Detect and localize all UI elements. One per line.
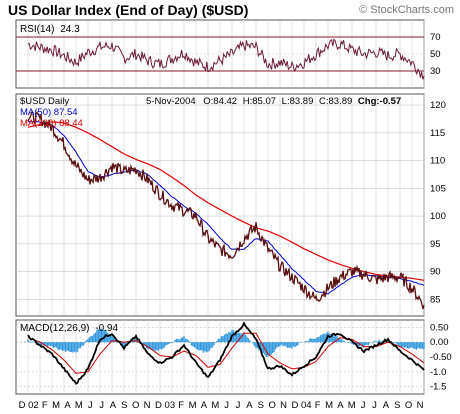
- macd-grid: [16, 320, 425, 394]
- price-tick-label: 100: [430, 211, 446, 222]
- legend-price: $USD Daily: [20, 96, 69, 107]
- rsi-tick-label: 30: [430, 66, 441, 77]
- x-tick-label: J: [361, 400, 366, 411]
- x-tick-label: F: [178, 400, 184, 411]
- macd-label: MACD(12,26,9) -0.94: [20, 323, 118, 334]
- price-tick-label: 90: [430, 267, 441, 278]
- price-tick-label: 110: [430, 156, 445, 167]
- x-tick-label: A: [64, 400, 71, 411]
- macd-tick-label: 0.50: [430, 322, 449, 333]
- macd-panel: MACD(12,26,9) -0.94 0.50 0.00 -0.50 -1.0 -1.…: [15, 319, 452, 395]
- x-tick-label: D: [291, 400, 298, 411]
- macd-tick-label: 0.00: [430, 337, 449, 348]
- rsi-tick-label: 50: [430, 49, 441, 60]
- chart-title: US Dollar Index (End of Day) ($USD): [8, 2, 249, 18]
- x-tick-label: J: [88, 400, 93, 411]
- x-tick-label: M: [211, 400, 219, 411]
- x-tick-label: O: [405, 400, 412, 411]
- price-tick-label: 115: [430, 128, 445, 139]
- x-tick-label: 04: [301, 400, 312, 411]
- x-tick-label: 02: [28, 400, 39, 411]
- x-tick-label: M: [189, 400, 197, 411]
- macd-line: [27, 321, 425, 385]
- x-tick-label: M: [348, 400, 356, 411]
- macd-tick-label: -0.50: [430, 352, 452, 363]
- x-tick-label: M: [325, 400, 333, 411]
- x-tick-label: F: [42, 400, 48, 411]
- x-tick-label: O: [268, 400, 275, 411]
- credit-text: © StockCharts.com: [359, 4, 454, 16]
- x-tick-label: N: [280, 400, 287, 411]
- x-tick-label: J: [99, 400, 104, 411]
- x-tick-label: S: [258, 400, 264, 411]
- x-tick-label: S: [394, 400, 400, 411]
- rsi-tick-label: 70: [430, 32, 441, 43]
- x-tick-label: M: [52, 400, 60, 411]
- x-tick-label: F: [315, 400, 321, 411]
- price-info: 5-Nov-2004 O:84.42 H:85.07 L:83.89 C:83.…: [146, 96, 401, 107]
- legend-ma50: MA(50) 87.54: [20, 107, 78, 118]
- rsi-panel: RSI(14) 24.3 30 50 70: [15, 19, 441, 89]
- x-tick-label: A: [110, 400, 117, 411]
- rsi-label: RSI(14) 24.3: [20, 24, 80, 35]
- x-tick-label: A: [383, 400, 390, 411]
- x-tick-label: N: [144, 400, 151, 411]
- x-tick-label: J: [236, 400, 241, 411]
- x-tick-label: D: [19, 400, 26, 411]
- x-tick-label: A: [246, 400, 253, 411]
- price-panel: 85 90 95 100 105 110 115 120 $USD Daily MA(50) …: [15, 93, 446, 317]
- x-tick-label: 03: [165, 400, 176, 411]
- price-tick-labels: 85 90 95 100 105 110 115 120: [430, 100, 446, 305]
- signal-line: [27, 332, 425, 374]
- price-tick-label: 105: [430, 183, 446, 194]
- x-tick-label: N: [417, 400, 424, 411]
- price-line: [27, 110, 425, 310]
- macd-tick-label: -1.5: [430, 382, 446, 393]
- price-tick-label: 95: [430, 239, 441, 250]
- macd-tick-label: -1.0: [430, 367, 446, 378]
- x-tick-label: A: [201, 400, 208, 411]
- x-tick-label: M: [75, 400, 83, 411]
- price-tick-label: 85: [430, 294, 441, 305]
- x-tick-label: D: [155, 400, 162, 411]
- rsi-line: [27, 38, 425, 80]
- x-tick-label: J: [372, 400, 377, 411]
- x-tick-label: S: [121, 400, 127, 411]
- x-tick-label: A: [337, 400, 344, 411]
- rsi-tick-labels: 30 50 70: [430, 32, 441, 77]
- legend-ma200: MA(200) 88.44: [20, 118, 83, 129]
- price-tick-label: 120: [430, 100, 446, 111]
- x-tick-label: J: [224, 400, 229, 411]
- x-tick-label: O: [132, 400, 139, 411]
- macd-tick-labels: 0.50 0.00 -0.50 -1.0 -1.5: [430, 322, 452, 392]
- x-axis-labels: D 02 F M A M J J A S O N D 03 F M A M J J A S O N D 04 F M A M J J A S O N: [19, 400, 424, 411]
